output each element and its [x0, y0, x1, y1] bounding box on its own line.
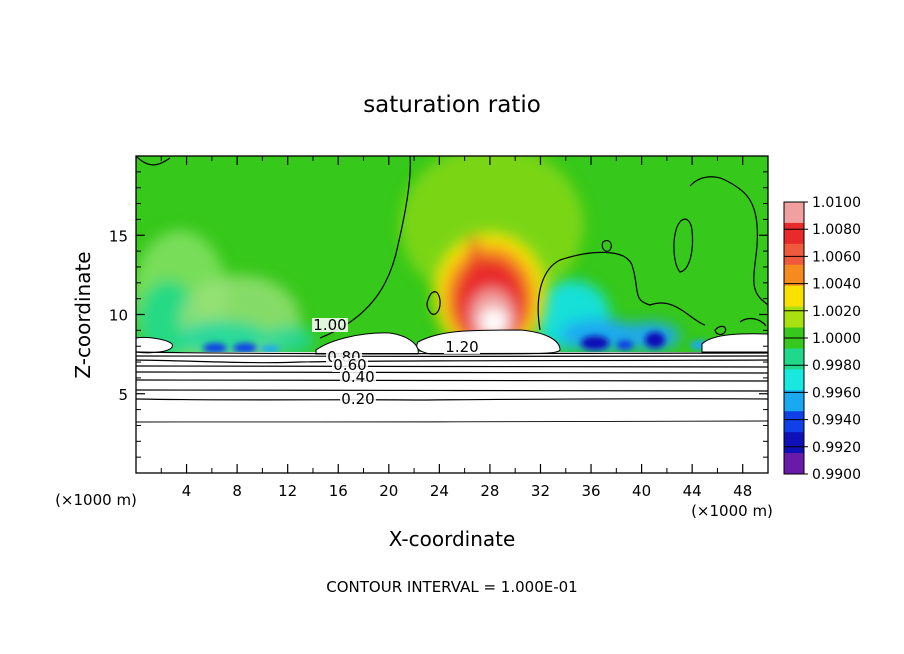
contour-label: 0.40 — [341, 368, 374, 386]
x-tick-label: 36 — [581, 482, 600, 500]
x-tick-label: 20 — [379, 482, 398, 500]
contour-label-bg — [444, 340, 480, 354]
x-tick-label: 48 — [733, 482, 752, 500]
colorbar-swatch — [784, 453, 804, 475]
contour-label: 0.60 — [333, 356, 366, 374]
colorbar-label: 1.0100 — [812, 195, 861, 211]
colorbar-label: 1.0040 — [812, 277, 861, 293]
y-tick-label: 15 — [109, 227, 128, 245]
contour-lines — [136, 156, 768, 423]
contour-label-bg — [340, 392, 376, 406]
contour-label: 1.20 — [445, 338, 478, 356]
colorbar-swatch — [784, 243, 804, 266]
colorbar-label: 1.0020 — [812, 304, 861, 320]
chart-title: saturation ratio — [363, 92, 541, 118]
y-axis: 5 10 15 — [109, 171, 768, 458]
contour-labels: 1.001.200.800.600.400.20 — [312, 316, 480, 408]
colorbar-label: 1.0000 — [812, 331, 861, 347]
x-tick-label: 16 — [329, 482, 348, 500]
y-tick-label: 10 — [109, 307, 128, 325]
colorbar-swatch — [784, 411, 804, 433]
x-unit-left: (×1000 m) — [55, 491, 137, 509]
x-tick-label: 44 — [683, 482, 702, 500]
updraft-moist-core — [400, 156, 584, 357]
colorbar-swatch — [784, 264, 804, 287]
colorbar-label: 0.9900 — [812, 467, 861, 483]
colorbar-swatch — [784, 285, 804, 308]
contour-label-bg — [340, 370, 376, 384]
colorbar-label: 0.9920 — [812, 440, 861, 456]
colorbar-swatch — [784, 369, 804, 391]
x-tick-label: 24 — [430, 482, 449, 500]
colorbar-swatch — [784, 432, 804, 454]
colorbar-label: 0.9980 — [812, 358, 861, 374]
y-axis-label: Z-coordinate — [71, 251, 95, 378]
colorbar-swatch — [784, 222, 804, 245]
x-tick-label: 8 — [232, 482, 242, 500]
contour-label-bg — [332, 358, 368, 372]
x-axis-label: X-coordinate — [389, 527, 516, 551]
x-unit-right: (×1000 m) — [691, 502, 773, 520]
dry-regions — [136, 230, 680, 370]
colorbar-label: 1.0060 — [812, 249, 861, 265]
x-tick-label: 28 — [480, 482, 499, 500]
contour-label-bg — [312, 318, 348, 332]
colorbar: 1.0100 1.0080 1.0060 1.0040 1.0020 1.0000 0.99… — [783, 195, 861, 483]
contour-label: 1.00 — [313, 316, 346, 334]
x-tick-label: 4 — [182, 482, 192, 500]
subsaturated-layer — [136, 352, 768, 473]
colorbar-swatch — [784, 390, 804, 412]
colorbar-swatch — [784, 202, 804, 224]
x-axis: 4 8 12 16 20 24 28 32 36 40 44 48 — [160, 156, 752, 500]
contour-label: 0.20 — [341, 390, 374, 408]
colorbar-label: 1.0080 — [812, 222, 861, 238]
colorbar-swatch — [784, 306, 804, 329]
colorbar-label: 0.9960 — [812, 385, 861, 401]
dry-streaks — [203, 332, 710, 353]
plot-field — [136, 156, 768, 473]
x-tick-label: 32 — [531, 482, 550, 500]
contour-interval-footer: CONTOUR INTERVAL = 1.000E-01 — [326, 578, 577, 596]
x-tick-label: 12 — [278, 482, 297, 500]
y-tick-label: 5 — [118, 386, 128, 404]
x-tick-label: 40 — [632, 482, 651, 500]
colorbar-swatch — [784, 348, 804, 370]
colorbar-label: 0.9940 — [812, 413, 861, 429]
